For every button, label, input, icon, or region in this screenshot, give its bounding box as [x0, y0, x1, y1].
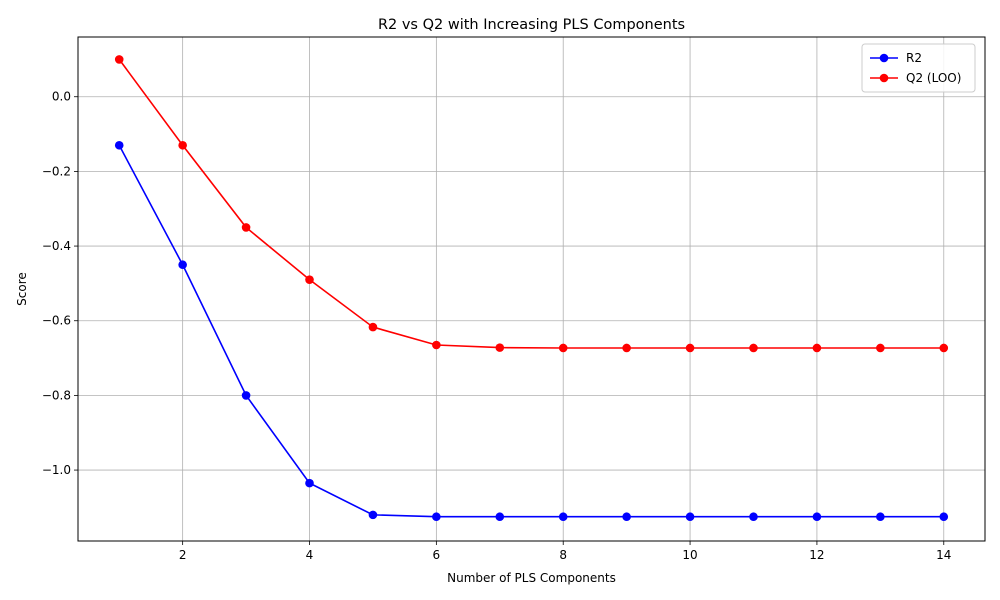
plot-frame [77, 36, 986, 542]
x-tick-label: 6 [433, 548, 441, 562]
x-axis-label: Number of PLS Components [447, 571, 616, 585]
x-tick-label: 8 [559, 548, 567, 562]
y-axis-ticks: 0.0 −0.2 −0.4 −0.6 −0.8 −1.0 [42, 90, 78, 477]
data-point [368, 510, 378, 520]
data-point [114, 140, 124, 150]
x-tick-label: 12 [809, 548, 824, 562]
legend-box [861, 43, 976, 93]
data-point [241, 223, 251, 232]
data-point [178, 260, 187, 270]
data-point [368, 322, 378, 332]
series-q2-loo [114, 55, 949, 353]
data-point [432, 340, 441, 350]
data-point [305, 478, 314, 488]
data-point [812, 343, 822, 353]
y-tick-label: −0.6 [42, 314, 71, 328]
y-tick-label: −0.4 [42, 239, 71, 253]
legend-item: R2 [870, 51, 922, 65]
x-tick-label: 4 [306, 548, 314, 562]
series-layer [114, 55, 949, 522]
y-tick-label: 0.0 [52, 90, 71, 104]
data-point [178, 140, 187, 150]
x-tick-label: 14 [936, 548, 951, 562]
data-point [685, 343, 695, 353]
series-r2 [114, 140, 949, 522]
legend-marker [879, 73, 889, 83]
data-point [939, 512, 949, 522]
legend-label: R2 [906, 51, 922, 65]
data-point [558, 343, 568, 353]
data-point [622, 512, 631, 522]
y-tick-label: −1.0 [42, 463, 71, 477]
data-point [812, 512, 822, 522]
legend-item: Q2 (LOO) [870, 71, 961, 85]
x-axis-ticks: 2 4 6 8 10 12 14 [179, 541, 951, 562]
y-axis-label: Score [15, 272, 29, 306]
series-line [118, 144, 944, 518]
legend-marker [879, 53, 889, 63]
data-point [495, 512, 505, 522]
y-tick-label: −0.2 [42, 164, 71, 178]
data-point [622, 343, 631, 353]
data-point [685, 512, 695, 522]
data-point [876, 343, 885, 353]
data-point [558, 512, 568, 522]
y-tick-label: −0.8 [42, 388, 71, 402]
data-point [876, 512, 885, 522]
chart-title: R2 vs Q2 with Increasing PLS Components [378, 17, 685, 33]
data-point [305, 275, 314, 284]
legend-label: Q2 (LOO) [906, 71, 961, 85]
data-point [432, 512, 441, 522]
data-point [495, 343, 505, 352]
series-line [118, 58, 944, 349]
data-point [749, 512, 758, 522]
data-point [749, 343, 758, 353]
data-point [114, 55, 124, 64]
data-point [241, 391, 251, 400]
grid-lines [78, 37, 985, 541]
data-point [939, 343, 949, 353]
x-tick-label: 10 [682, 548, 697, 562]
legend: R2 Q2 (LOO) [861, 43, 976, 93]
x-tick-label: 2 [179, 548, 187, 562]
